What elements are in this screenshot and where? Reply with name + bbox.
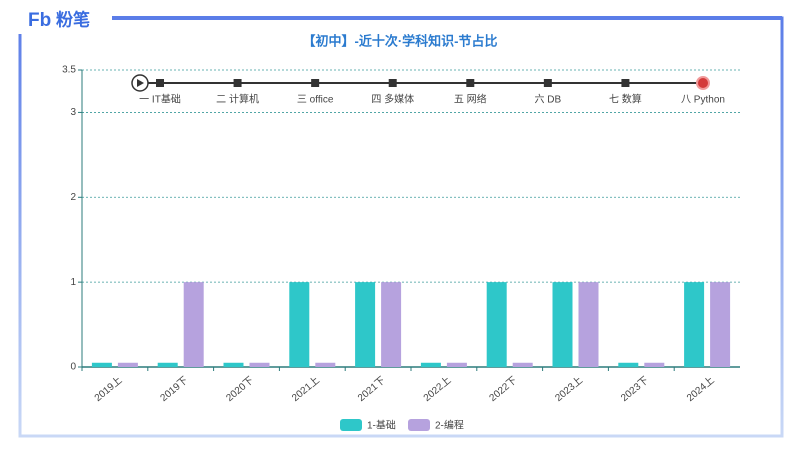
legend-swatch[interactable] bbox=[340, 419, 362, 431]
y-tick-label: 1 bbox=[70, 277, 76, 288]
x-tick-label: 2023上 bbox=[553, 374, 585, 404]
bar bbox=[684, 282, 705, 367]
timeline-label: 一 IT基础 bbox=[139, 93, 181, 106]
logo-text: 粉笔 bbox=[56, 9, 90, 29]
bar bbox=[618, 362, 639, 367]
x-tick-label: 2019下 bbox=[159, 375, 191, 404]
bar bbox=[512, 362, 533, 367]
chart-title: 【初中】-近十次·学科知识-节占比 bbox=[303, 33, 498, 48]
top-bar bbox=[112, 16, 782, 20]
timeline-node[interactable] bbox=[156, 79, 164, 87]
timeline-node[interactable] bbox=[543, 79, 552, 87]
legend-label[interactable]: 2-编程 bbox=[435, 419, 464, 432]
x-tick-label: 2023下 bbox=[619, 375, 651, 404]
timeline-node[interactable] bbox=[466, 79, 475, 87]
y-tick-label: 2 bbox=[70, 192, 76, 203]
y-tick-label: 3.5 bbox=[62, 65, 76, 76]
timeline-label: 七 数算 bbox=[609, 93, 642, 106]
timeline-label: 八 Python bbox=[681, 95, 725, 106]
bar bbox=[552, 282, 573, 367]
y-tick-label: 0 bbox=[70, 362, 76, 373]
timeline-node[interactable] bbox=[233, 79, 242, 87]
timeline-label: 三 office bbox=[297, 95, 334, 106]
bar bbox=[420, 362, 441, 367]
timeline-label: 二 计算机 bbox=[216, 93, 259, 106]
bar bbox=[183, 282, 204, 367]
bar bbox=[223, 362, 244, 367]
bar bbox=[381, 282, 402, 367]
bar bbox=[157, 362, 178, 367]
x-tick-label: 2019上 bbox=[92, 374, 124, 404]
timeline-node-current[interactable] bbox=[696, 76, 710, 90]
legend-label[interactable]: 1-基础 bbox=[367, 419, 396, 432]
x-tick-label: 2024上 bbox=[684, 374, 716, 404]
bar bbox=[315, 362, 336, 367]
bar bbox=[91, 362, 112, 367]
x-tick-label: 2021上 bbox=[290, 374, 322, 404]
bar bbox=[446, 362, 467, 367]
legend-swatch[interactable] bbox=[408, 419, 430, 431]
logo-mark: Fb bbox=[28, 10, 51, 31]
logo-bg bbox=[8, 4, 112, 34]
x-tick-label: 2021下 bbox=[356, 375, 388, 404]
x-tick-label: 2022上 bbox=[421, 374, 453, 404]
bar bbox=[486, 282, 507, 367]
bar bbox=[355, 282, 376, 367]
bar bbox=[578, 282, 599, 367]
bar bbox=[710, 282, 731, 367]
bar bbox=[289, 282, 310, 367]
bar bbox=[117, 362, 138, 367]
timeline-label: 五 网络 bbox=[454, 93, 487, 106]
x-tick-label: 2020下 bbox=[224, 375, 256, 404]
play-icon bbox=[137, 79, 144, 87]
timeline-label: 四 多媒体 bbox=[371, 93, 414, 106]
x-tick-label: 2022下 bbox=[488, 375, 520, 404]
bar bbox=[644, 362, 665, 367]
y-tick-label: 3 bbox=[70, 107, 76, 118]
timeline-label: 六 DB bbox=[535, 94, 562, 106]
bar bbox=[249, 362, 270, 367]
timeline-node[interactable] bbox=[621, 79, 630, 87]
timeline-node[interactable] bbox=[311, 79, 320, 87]
timeline-node[interactable] bbox=[388, 79, 397, 87]
